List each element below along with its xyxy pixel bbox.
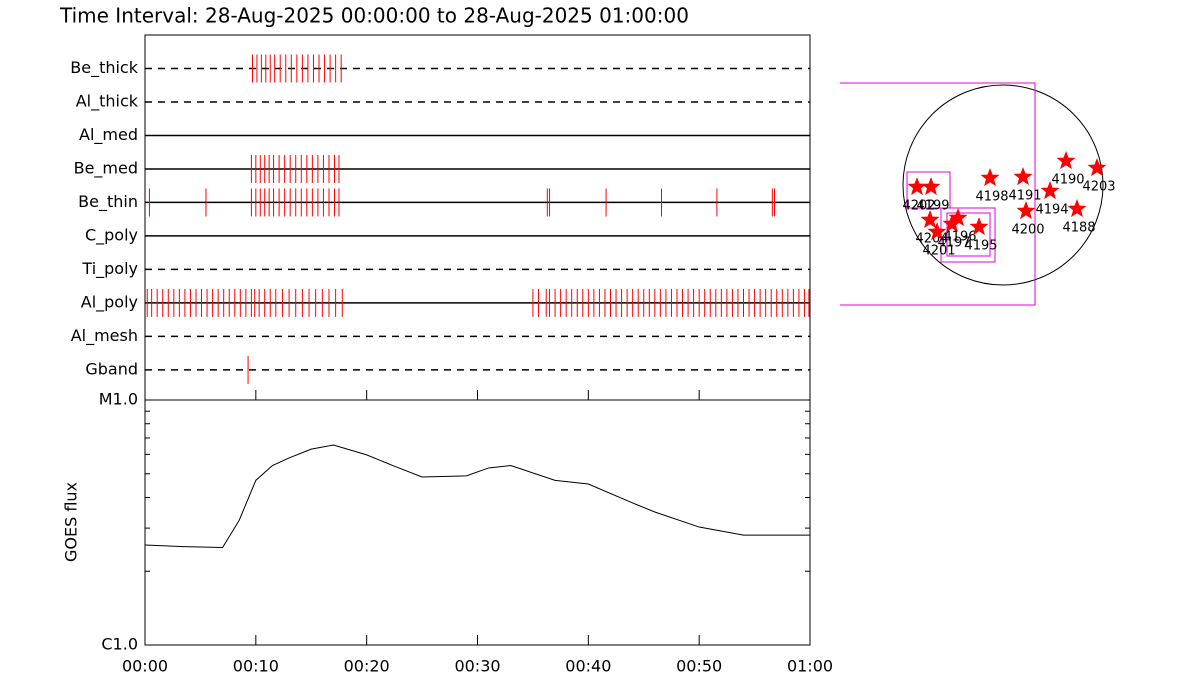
active-region-label: 4188 [1062, 221, 1095, 236]
active-region-label: 4202 [902, 199, 935, 214]
active-region-label: 4199 [916, 199, 949, 214]
y-axis-label: GOES flux [62, 482, 81, 562]
active-region-label: 4195 [964, 239, 997, 254]
active-region-marker [942, 214, 962, 233]
active-region-marker [921, 177, 941, 196]
active-region-label: 4190 [1051, 173, 1084, 188]
active-region-marker [1056, 151, 1076, 170]
active-region-label: 4194 [1035, 203, 1068, 218]
x-tick-label: 00:00 [122, 657, 168, 676]
active-region-marker [948, 208, 968, 227]
active-region-label: 4203 [1082, 180, 1115, 195]
active-region-marker [1067, 199, 1087, 218]
timeline-frame [144, 34, 811, 401]
active-region-marker [980, 168, 1000, 187]
x-tick-label: 00:30 [454, 657, 500, 676]
active-region-label: 4200 [1011, 223, 1044, 238]
filter-label: Ti_poly [81, 259, 138, 279]
active-region-marker [1016, 201, 1036, 220]
active-region-marker [927, 222, 947, 241]
active-region-marker [920, 210, 940, 229]
x-tick-label: 00:10 [233, 657, 279, 676]
solar-disk [902, 84, 1104, 286]
filter-label: Al_mesh [71, 326, 138, 346]
y-tick-label: C1.0 [101, 635, 138, 654]
filter-label: Be_med [74, 158, 138, 178]
filter-label: Al_med [79, 125, 138, 145]
x-tick-label: 01:00 [787, 657, 833, 676]
goes-frame [144, 399, 811, 646]
active-region-marker [1013, 167, 1033, 186]
active-region-marker [907, 177, 927, 196]
active-region-marker [1087, 158, 1107, 177]
active-region-label: 4201 [922, 244, 955, 259]
fov-box [946, 212, 991, 257]
active-region-label: 4198 [975, 190, 1008, 205]
fov-box [840, 82, 1036, 306]
active-region-label: 4196 [943, 230, 976, 245]
x-tick-label: 00:20 [344, 657, 390, 676]
goes-curve [144, 444, 810, 549]
active-region-label: 4191 [1008, 189, 1041, 204]
filter-label: Gband [85, 359, 138, 378]
x-tick-label: 00:50 [676, 657, 722, 676]
x-tick-label: 00:40 [565, 657, 611, 676]
active-region-marker [1040, 181, 1060, 200]
filter-label: Al_thick [76, 91, 139, 111]
fov-box [906, 171, 951, 209]
filter-label: Be_thick [70, 58, 138, 78]
active-region-marker [969, 217, 989, 236]
chart-title: Time Interval: 28-Aug-2025 00:00:00 to 2… [59, 4, 689, 28]
filter-label: C_poly [85, 225, 138, 245]
filter-label: Be_thin [78, 192, 138, 212]
y-tick-label: M1.0 [99, 390, 138, 409]
filter-label: Al_poly [81, 292, 138, 312]
active-region-label: 4197 [937, 236, 970, 251]
